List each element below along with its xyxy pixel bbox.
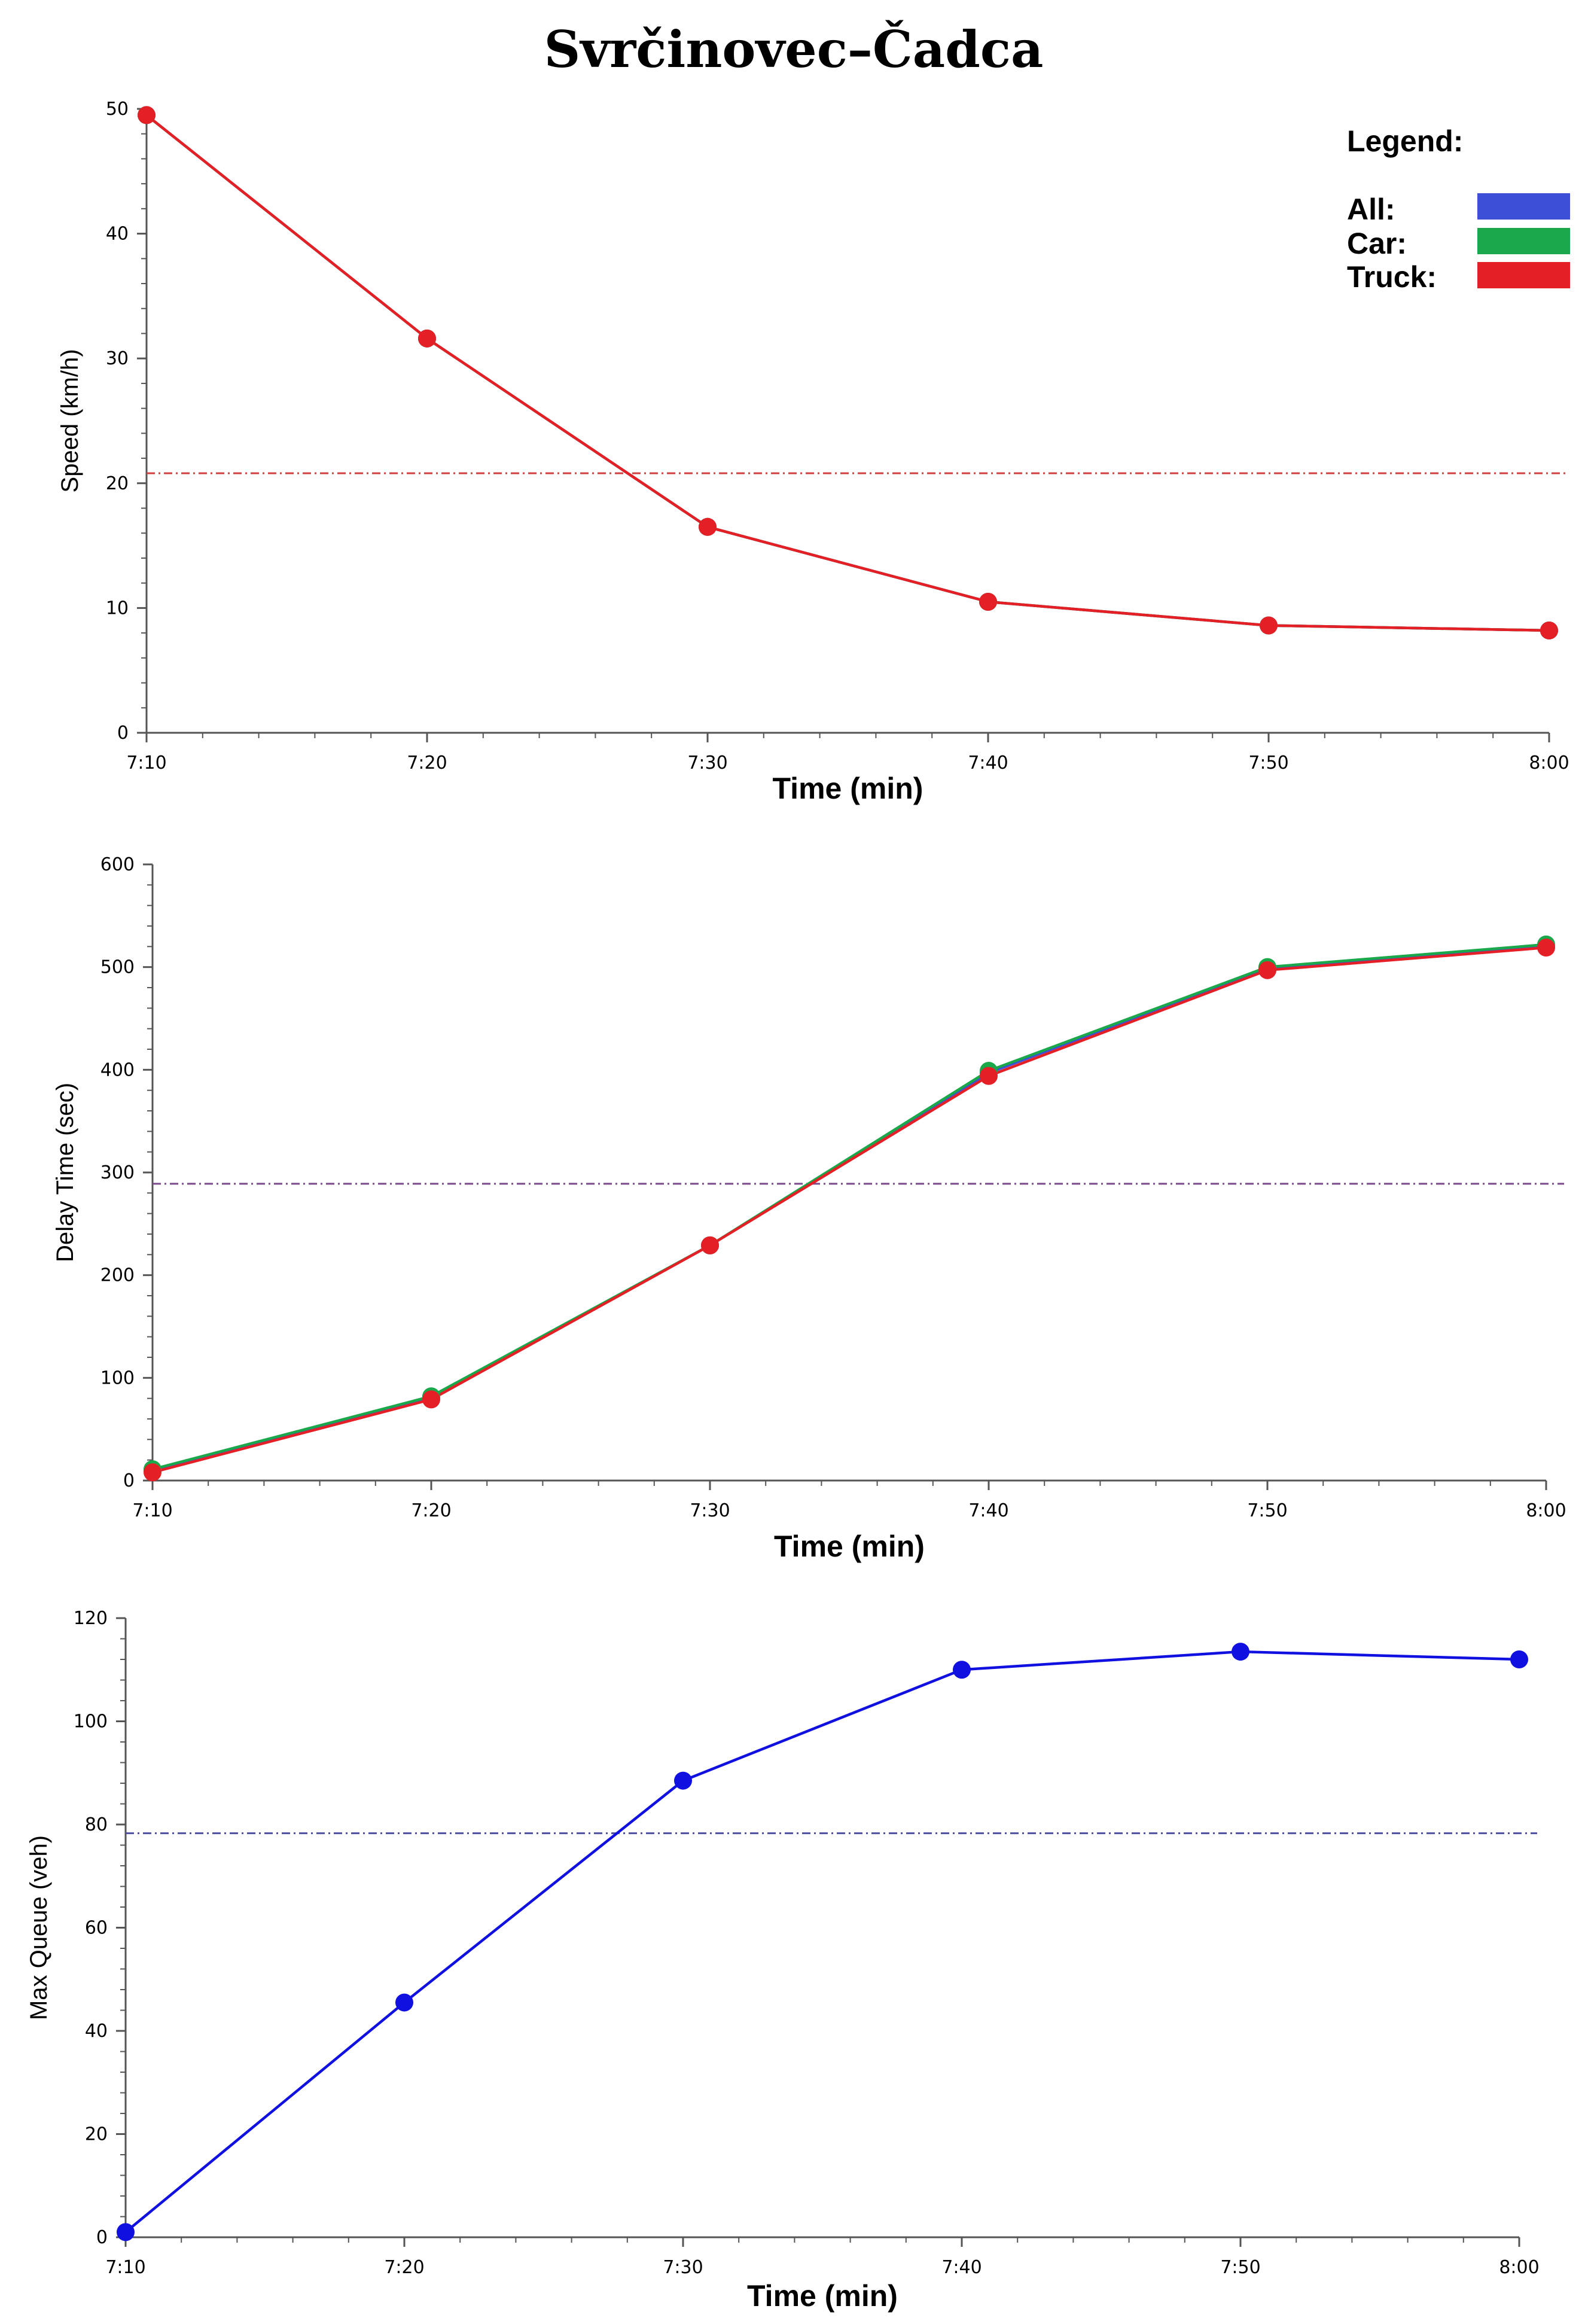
speed-y-tick-label: 10 [106, 598, 129, 619]
speed-x-tick-label: 7:10 [126, 753, 166, 773]
delay-x-tick-label: 7:50 [1247, 1500, 1287, 1521]
delay-y-tick-label: 500 [100, 957, 135, 978]
queue-y-tick-label: 20 [85, 2124, 108, 2145]
speed-x-tick-label: 7:20 [407, 753, 447, 773]
speed-series-truck-line [145, 114, 1550, 632]
speed-series-truck-point [1540, 621, 1558, 639]
speed-y-tick-label: 50 [106, 99, 129, 120]
queue-y-tick-label: 100 [74, 1711, 108, 1732]
queue-y-tick-label: 60 [85, 1918, 108, 1939]
speed-series-truck-point [699, 517, 717, 536]
delay-y-tick-label: 0 [123, 1470, 135, 1491]
queue-x-axis-label: Time (min) [747, 2279, 898, 2313]
speed-series-truck-point [418, 329, 436, 348]
legend-label-all: All: [1347, 193, 1395, 226]
speed-y-axis-label: Speed (km/h) [57, 349, 83, 492]
delay-series-truck-line [152, 946, 1547, 1474]
delay-series-truck-point [144, 1463, 161, 1482]
delay-time-chart: 0 100 200 300 400 500 600 7:10 7:20 7:30 7:40 7:50 8… [52, 854, 1566, 1563]
queue-series-all-point [117, 2223, 135, 2241]
delay-series-truck-point [980, 1067, 998, 1085]
legend-title: Legend: [1347, 124, 1463, 158]
queue-series-all-point [395, 1993, 413, 2012]
delay-y-tick-label: 200 [100, 1265, 135, 1286]
max-queue-chart: 0 20 40 60 80 100 120 7:10 7:20 7:30 7:40 7:50 8:00 T… [26, 1608, 1540, 2313]
speed-y-tick-label: 30 [106, 348, 129, 369]
delay-series-truck-point [1537, 939, 1555, 957]
queue-series-all-line [124, 1650, 1520, 2234]
legend-swatch-truck [1477, 262, 1570, 288]
delay-series-all-line [152, 945, 1547, 1472]
queue-x-tick-label: 8:00 [1499, 2257, 1539, 2278]
speed-x-tick-label: 7:50 [1248, 753, 1288, 773]
delay-series-truck-point [1258, 961, 1276, 979]
delay-x-tick-label: 7:10 [132, 1500, 172, 1521]
queue-y-tick-label: 40 [85, 2021, 108, 2042]
legend: Legend: All: Car: Truck: [1347, 124, 1570, 294]
delay-y-tick-label: 600 [100, 854, 135, 875]
queue-x-tick-label: 7:30 [663, 2257, 703, 2278]
legend-label-truck: Truck: [1347, 260, 1437, 294]
delay-series-truck-point [701, 1236, 719, 1254]
delay-series-car-line [152, 943, 1547, 1471]
speed-x-tick-label: 7:30 [687, 753, 727, 773]
figure-title: Svrčinovec–Čadca [544, 20, 1044, 79]
queue-y-axis-label: Max Queue (veh) [26, 1835, 52, 2020]
speed-series-all-line [145, 114, 1550, 632]
speed-chart: 0 10 20 30 40 50 7:10 7:20 7:30 7:40 7:50 8:00 Time … [57, 99, 1569, 805]
delay-y-tick-label: 300 [100, 1162, 135, 1183]
speed-x-axis-label: Time (min) [773, 772, 923, 805]
speed-y-tick-label: 0 [117, 723, 129, 744]
queue-x-tick-label: 7:10 [105, 2257, 145, 2278]
speed-series-truck-point [138, 106, 156, 124]
queue-y-tick-label: 120 [74, 1608, 108, 1629]
legend-swatch-all [1477, 193, 1570, 220]
queue-x-tick-label: 7:40 [941, 2257, 982, 2278]
speed-series-car-line [145, 114, 1550, 632]
legend-label-car: Car: [1347, 227, 1407, 260]
queue-series-all-point [674, 1771, 692, 1790]
speed-series-truck-point [1260, 616, 1278, 635]
queue-series-all-point [1232, 1643, 1249, 1661]
delay-x-tick-label: 8:00 [1526, 1500, 1566, 1521]
delay-x-tick-label: 7:30 [690, 1500, 730, 1521]
delay-x-tick-label: 7:20 [411, 1500, 451, 1521]
speed-y-tick-label: 20 [106, 473, 129, 494]
delay-x-tick-label: 7:40 [968, 1500, 1008, 1521]
delay-y-tick-label: 100 [100, 1367, 135, 1388]
queue-series-all-point [1510, 1650, 1528, 1668]
delay-y-tick-label: 400 [100, 1059, 135, 1080]
delay-x-axis-label: Time (min) [774, 1530, 925, 1563]
speed-x-tick-label: 8:00 [1529, 753, 1569, 773]
delay-series-truck-point [422, 1390, 440, 1409]
legend-swatch-car [1477, 228, 1570, 254]
speed-series-truck-point [979, 592, 997, 611]
queue-y-tick-label: 80 [85, 1814, 108, 1835]
queue-x-tick-label: 7:50 [1220, 2257, 1260, 2278]
queue-x-tick-label: 7:20 [384, 2257, 424, 2278]
queue-y-tick-label: 0 [96, 2227, 108, 2248]
speed-y-tick-label: 40 [106, 224, 129, 245]
speed-x-tick-label: 7:40 [968, 753, 1008, 773]
delay-y-axis-label: Delay Time (sec) [52, 1083, 78, 1262]
queue-series-all-point [953, 1661, 971, 1679]
